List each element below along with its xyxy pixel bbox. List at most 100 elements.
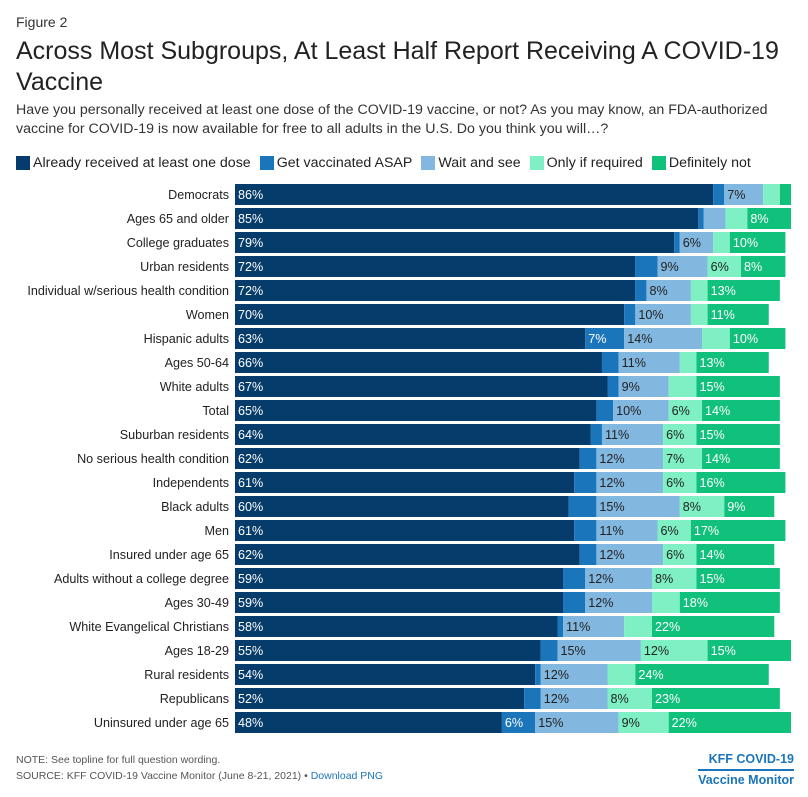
bar-segment-only-if-required <box>702 328 730 349</box>
data-label: 12% <box>599 476 624 490</box>
data-label: 11% <box>605 428 629 442</box>
data-label: 7% <box>666 452 684 466</box>
data-label: 61% <box>238 476 263 490</box>
legend: Already received at least one dose Get v… <box>16 155 760 171</box>
bar-segment-already-received-at-least-one-dose <box>235 232 675 253</box>
data-label: 64% <box>238 428 263 442</box>
category-label: College graduates <box>127 236 229 250</box>
bar-segment-wait-and-see <box>679 232 714 253</box>
data-label: 18% <box>683 596 708 610</box>
data-label: 11% <box>599 524 623 538</box>
bar-row-suburban-residents: Suburban residents 64% 11% 6% 15% <box>120 424 780 445</box>
bar-segment-definitely-not <box>707 640 791 661</box>
download-png-link[interactable]: Download PNG <box>310 770 384 782</box>
data-label: 8% <box>750 212 768 226</box>
bar-row-democrats: Democrats 86% 7% <box>168 184 791 205</box>
bar-segment-get-vaccinated-asap <box>590 424 602 445</box>
data-label: 13% <box>711 284 736 298</box>
category-label: Individual w/serious health condition <box>27 284 229 298</box>
legend-swatch <box>16 156 30 170</box>
data-label: 8% <box>649 284 667 298</box>
bar-segment-definitely-not <box>652 616 775 637</box>
data-label: 14% <box>627 332 652 346</box>
bar-row-ages-18-29: Ages 18-29 55% 15% 12% 15% <box>165 640 791 661</box>
bar-segment-only-if-required <box>607 664 636 685</box>
data-label: 10% <box>733 236 758 250</box>
bar-segment-only-if-required <box>668 400 703 421</box>
data-label: 58% <box>238 620 263 634</box>
bar-segment-only-if-required <box>690 304 708 325</box>
bar-segment-get-vaccinated-asap <box>579 448 597 469</box>
legend-label: Already received at least one dose <box>33 155 251 171</box>
bar-segment-already-received-at-least-one-dose <box>235 376 608 397</box>
bar-segment-wait-and-see <box>618 352 680 373</box>
bar-segment-get-vaccinated-asap <box>540 640 558 661</box>
bar-segment-already-received-at-least-one-dose <box>235 352 602 373</box>
data-label: 15% <box>699 572 724 586</box>
category-label: Independents <box>153 476 229 490</box>
bar-segment-definitely-not <box>696 472 786 493</box>
category-label: White Evangelical Christians <box>69 620 229 634</box>
source-text: SOURCE: KFF COVID-19 Vaccine Monitor (Ju… <box>16 770 308 782</box>
legend-label: Get vaccinated ASAP <box>276 155 413 171</box>
bar-row-ages-50-64: Ages 50-64 66% 11% 13% <box>165 352 769 373</box>
bar-row-hispanic-adults: Hispanic adults 63% 7% 14% 10% <box>144 328 786 349</box>
data-label: 62% <box>238 548 263 562</box>
bar-segment-definitely-not <box>652 688 780 709</box>
bar-segment-already-received-at-least-one-dose <box>235 472 575 493</box>
bar-row-ages-30-49: Ages 30-49 59% 12% 18% <box>165 592 780 613</box>
data-label: 79% <box>238 236 263 250</box>
bar-row-black-adults: Black adults 60% 15% 8% 9% <box>161 496 775 517</box>
bar-segment-only-if-required <box>663 472 697 493</box>
category-label: Total <box>202 404 229 418</box>
data-label: 11% <box>711 308 735 322</box>
bar-segment-definitely-not <box>779 184 791 205</box>
bar-segment-get-vaccinated-asap <box>524 688 541 709</box>
data-label: 72% <box>238 260 263 274</box>
data-label: 62% <box>238 452 263 466</box>
bar-row-independents: Independents 61% 12% 6% 16% <box>153 472 786 493</box>
bar-segment-get-vaccinated-asap <box>574 472 597 493</box>
bar-row-white-evangelical-christians: White Evangelical Christians 58% 11% 22% <box>69 616 775 637</box>
legend-label: Wait and see <box>438 155 521 171</box>
bar-segment-only-if-required <box>725 208 748 229</box>
data-label: 7% <box>588 332 606 346</box>
bar-row-urban-residents: Urban residents 72% 9% 6% 8% <box>140 256 786 277</box>
bar-row-adults-without-a-college-degree: Adults without a college degree 59% 12% 8% 1… <box>54 568 780 589</box>
bar-segment-already-received-at-least-one-dose <box>235 544 580 565</box>
data-label: 14% <box>699 548 724 562</box>
data-label: 9% <box>622 380 640 394</box>
bar-segment-definitely-not <box>702 400 780 421</box>
bar-segment-definitely-not <box>724 496 775 517</box>
bar-row-individual-w-serious-health-condition: Individual w/serious health condition 72%… <box>27 280 780 301</box>
data-label: 70% <box>238 308 263 322</box>
bar-segment-only-if-required <box>652 568 697 589</box>
bar-segment-wait-and-see <box>596 448 664 469</box>
bar-segment-definitely-not <box>635 664 769 685</box>
category-label: Hispanic adults <box>144 332 229 346</box>
bar-segment-get-vaccinated-asap <box>698 208 704 229</box>
data-label: 9% <box>622 716 640 730</box>
bar-segment-get-vaccinated-asap <box>579 544 597 565</box>
data-label: 14% <box>705 404 730 418</box>
category-label: White adults <box>160 380 229 394</box>
data-label: 60% <box>238 500 263 514</box>
chart-subtitle: Have you personally received at least on… <box>16 102 768 137</box>
category-label: Ages 50-64 <box>165 356 229 370</box>
data-label: 10% <box>638 308 663 322</box>
bar-segment-wait-and-see <box>596 520 658 541</box>
category-label: Uninsured under age 65 <box>94 716 229 730</box>
data-label: 12% <box>544 692 569 706</box>
bar-segment-already-received-at-least-one-dose <box>235 640 541 661</box>
bar-segment-only-if-required <box>663 424 697 445</box>
data-label: 6% <box>683 236 701 250</box>
legend-label: Only if required <box>546 155 643 171</box>
category-label: Ages 30-49 <box>165 596 229 610</box>
bar-row-rural-residents: Rural residents 54% 12% 24% <box>144 664 769 685</box>
data-label: 10% <box>616 404 641 418</box>
bar-segment-already-received-at-least-one-dose <box>235 304 625 325</box>
bar-segment-wait-and-see <box>657 256 708 277</box>
bar-segment-definitely-not <box>696 568 780 589</box>
bar-segment-already-received-at-least-one-dose <box>235 424 591 445</box>
data-label: 14% <box>705 452 730 466</box>
